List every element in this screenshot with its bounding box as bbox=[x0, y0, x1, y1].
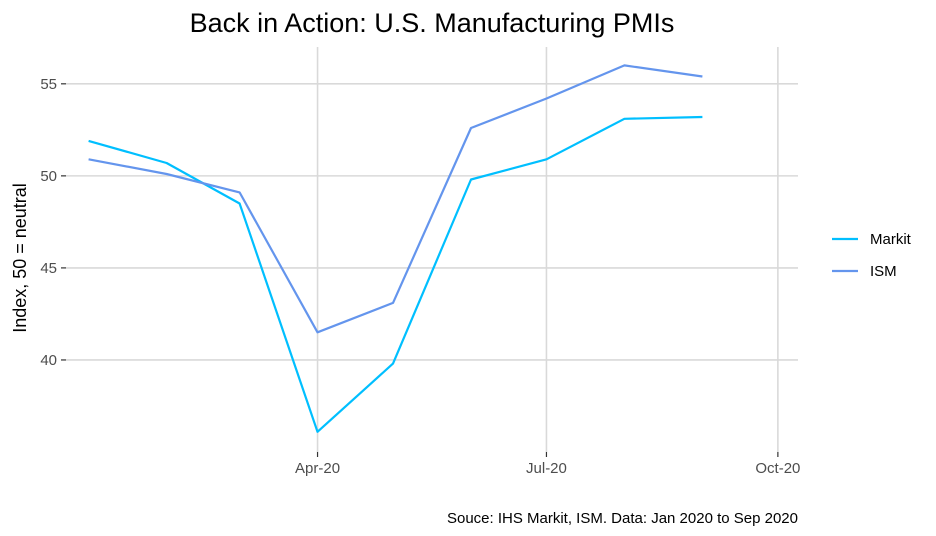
series-line-markit bbox=[88, 115, 703, 433]
chart-title: Back in Action: U.S. Manufacturing PMIs bbox=[190, 8, 675, 38]
y-tick-label: 55 bbox=[40, 76, 57, 93]
chart-caption: Souce: IHS Markit, ISM. Data: Jan 2020 t… bbox=[447, 510, 798, 527]
y-tick-label: 45 bbox=[40, 260, 57, 277]
x-tick-label: Jul-20 bbox=[526, 460, 567, 477]
series-line-ism bbox=[88, 64, 703, 334]
x-tick-label: Oct-20 bbox=[755, 460, 800, 477]
y-tick-label: 40 bbox=[40, 352, 57, 369]
y-tick-label: 50 bbox=[40, 168, 57, 185]
y-axis-label: Index, 50 = neutral bbox=[10, 183, 30, 333]
gridlines bbox=[66, 47, 798, 452]
legend: Markit ISM bbox=[832, 231, 912, 280]
axis-ticks: 40 45 50 55 Apr-20 Jul-20 Oct-20 bbox=[40, 76, 800, 477]
series-lines bbox=[88, 64, 703, 433]
x-tick-label: Apr-20 bbox=[295, 460, 340, 477]
legend-label-ism: ISM bbox=[870, 263, 897, 280]
legend-label-markit: Markit bbox=[870, 231, 912, 248]
